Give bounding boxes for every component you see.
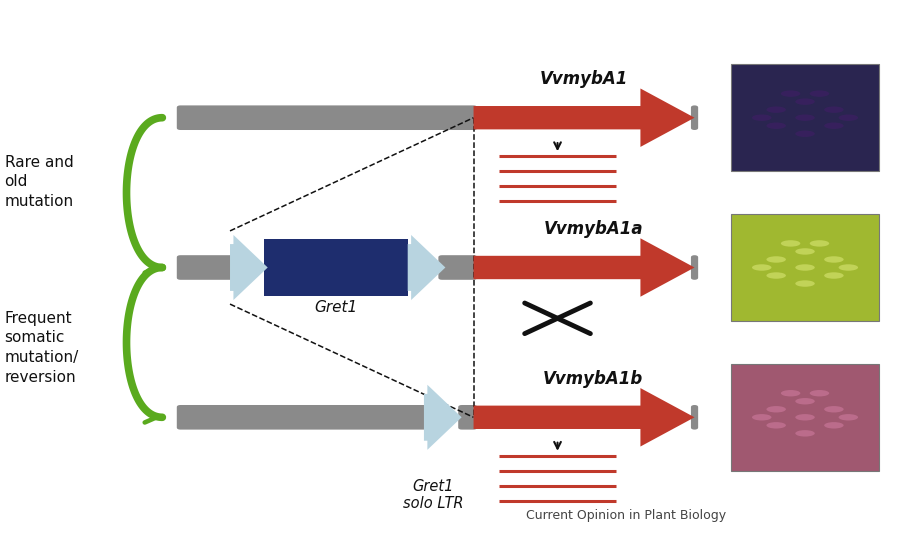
Ellipse shape bbox=[824, 106, 843, 113]
Ellipse shape bbox=[767, 422, 786, 429]
FancyBboxPatch shape bbox=[691, 255, 698, 280]
Ellipse shape bbox=[752, 414, 771, 421]
Bar bbox=[264, 239, 408, 296]
Text: Gret1: Gret1 bbox=[315, 300, 357, 315]
Ellipse shape bbox=[752, 114, 771, 121]
Bar bbox=[731, 364, 879, 471]
Ellipse shape bbox=[796, 264, 815, 271]
FancyArrow shape bbox=[408, 235, 446, 300]
FancyBboxPatch shape bbox=[177, 105, 477, 130]
Ellipse shape bbox=[767, 123, 786, 129]
Ellipse shape bbox=[824, 406, 843, 412]
Ellipse shape bbox=[824, 123, 843, 129]
Ellipse shape bbox=[824, 422, 843, 429]
Text: VvmybA1: VvmybA1 bbox=[540, 70, 628, 88]
Ellipse shape bbox=[781, 240, 800, 247]
Ellipse shape bbox=[810, 240, 829, 247]
FancyBboxPatch shape bbox=[438, 255, 477, 280]
Ellipse shape bbox=[767, 106, 786, 113]
FancyBboxPatch shape bbox=[691, 405, 698, 430]
Ellipse shape bbox=[796, 398, 815, 404]
Text: VvmybA1a: VvmybA1a bbox=[543, 220, 643, 238]
Ellipse shape bbox=[752, 264, 771, 271]
FancyBboxPatch shape bbox=[691, 105, 698, 130]
Ellipse shape bbox=[810, 390, 829, 396]
Text: Rare and
old
mutation: Rare and old mutation bbox=[5, 155, 74, 209]
Ellipse shape bbox=[796, 98, 815, 105]
Ellipse shape bbox=[824, 256, 843, 263]
Ellipse shape bbox=[796, 414, 815, 421]
Ellipse shape bbox=[839, 114, 858, 121]
FancyBboxPatch shape bbox=[177, 405, 428, 430]
Ellipse shape bbox=[824, 272, 843, 279]
FancyArrow shape bbox=[424, 385, 462, 450]
Ellipse shape bbox=[796, 280, 815, 287]
Ellipse shape bbox=[796, 430, 815, 437]
Bar bbox=[731, 214, 879, 321]
Ellipse shape bbox=[796, 131, 815, 137]
Ellipse shape bbox=[839, 264, 858, 271]
Text: Current Opinion in Plant Biology: Current Opinion in Plant Biology bbox=[526, 509, 726, 522]
Ellipse shape bbox=[796, 114, 815, 121]
FancyArrow shape bbox=[474, 388, 695, 447]
Ellipse shape bbox=[767, 406, 786, 412]
Ellipse shape bbox=[796, 248, 815, 255]
FancyArrow shape bbox=[474, 238, 695, 297]
Ellipse shape bbox=[767, 256, 786, 263]
FancyArrow shape bbox=[474, 88, 695, 147]
FancyBboxPatch shape bbox=[177, 255, 234, 280]
Ellipse shape bbox=[781, 90, 800, 97]
Ellipse shape bbox=[781, 390, 800, 396]
FancyBboxPatch shape bbox=[458, 405, 477, 430]
Ellipse shape bbox=[767, 272, 786, 279]
FancyArrow shape bbox=[230, 235, 268, 300]
Text: Frequent
somatic
mutation/
reversion: Frequent somatic mutation/ reversion bbox=[5, 310, 78, 385]
Ellipse shape bbox=[839, 414, 858, 421]
Bar bbox=[731, 64, 879, 171]
Text: VvmybA1b: VvmybA1b bbox=[543, 370, 643, 388]
Ellipse shape bbox=[810, 90, 829, 97]
Text: Gret1
solo LTR: Gret1 solo LTR bbox=[402, 479, 464, 511]
